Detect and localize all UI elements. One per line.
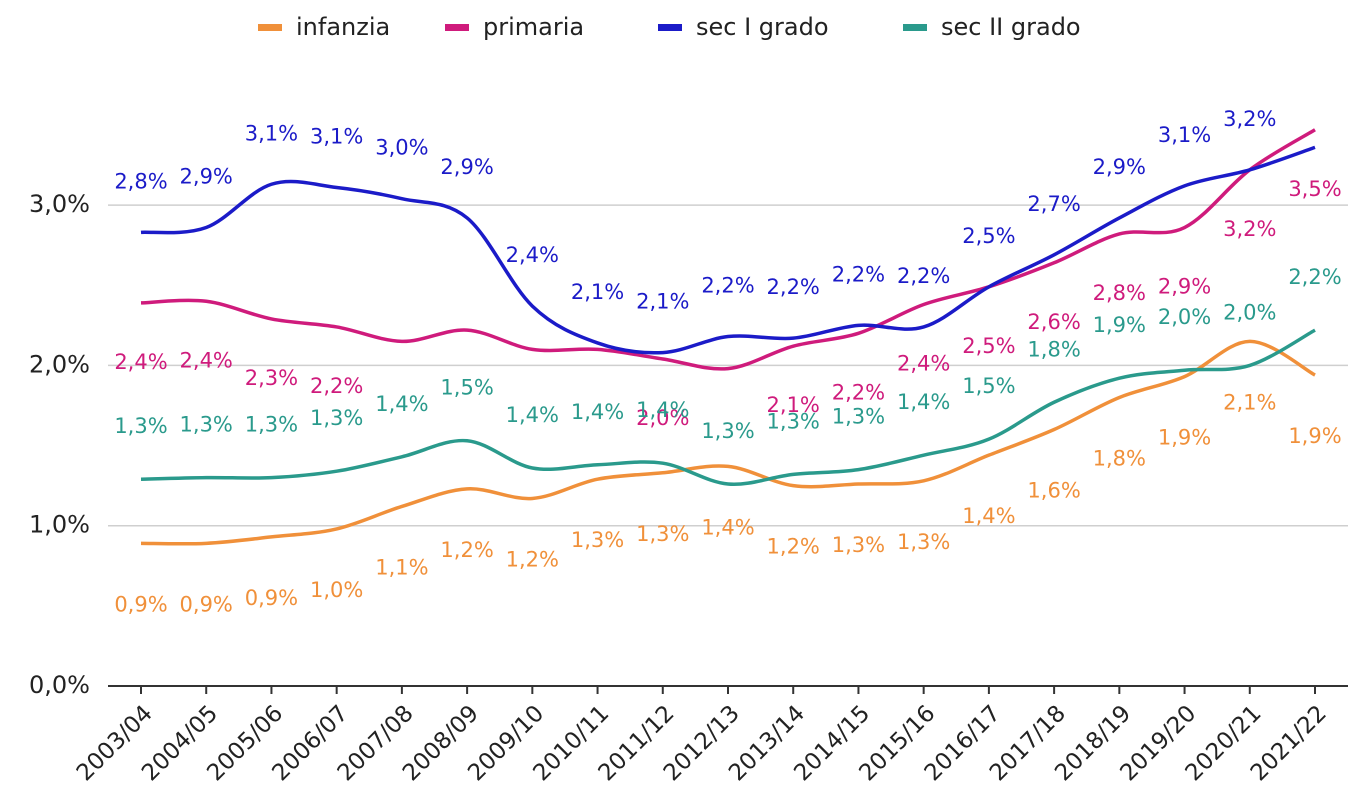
data-label: 1,4% xyxy=(636,398,689,422)
data-label: 2,2% xyxy=(832,380,885,404)
data-label: 1,4% xyxy=(375,392,428,416)
data-label: 2,9% xyxy=(1158,275,1211,299)
data-label: 2,9% xyxy=(1093,155,1146,179)
data-label: 2,9% xyxy=(440,155,493,179)
data-label: 2,2% xyxy=(310,374,363,398)
data-label: 1,9% xyxy=(1093,313,1146,337)
data-label: 1,4% xyxy=(962,504,1015,528)
data-label: 2,2% xyxy=(1288,265,1341,289)
y-tick-label: 2,0% xyxy=(29,350,90,378)
data-label: 2,3% xyxy=(245,366,298,390)
series-line xyxy=(140,328,1316,487)
data-label: 2,1% xyxy=(767,393,820,417)
y-tick-label: 0,0% xyxy=(29,671,90,699)
data-label: 2,2% xyxy=(897,264,950,288)
data-label: 2,4% xyxy=(180,348,233,372)
data-label: 1,3% xyxy=(571,528,624,552)
data-label: 2,6% xyxy=(1027,310,1080,334)
legend-swatch xyxy=(903,24,927,31)
data-label: 1,3% xyxy=(832,533,885,557)
data-label: 2,0% xyxy=(1223,300,1276,324)
legend-swatch xyxy=(445,24,469,31)
data-label: 3,1% xyxy=(310,124,363,148)
data-label: 2,2% xyxy=(767,275,820,299)
data-label: 1,8% xyxy=(1027,337,1080,361)
data-label: 1,3% xyxy=(636,522,689,546)
data-label: 1,3% xyxy=(767,409,820,433)
data-label: 1,4% xyxy=(701,515,754,539)
data-label: 2,2% xyxy=(832,262,885,286)
data-label: 1,4% xyxy=(897,390,950,414)
data-label: 1,8% xyxy=(1093,446,1146,470)
legend-label: primaria xyxy=(483,13,584,41)
legend-label: infanzia xyxy=(296,13,390,41)
data-label: 3,2% xyxy=(1223,217,1276,241)
data-label: 2,0% xyxy=(1158,305,1211,329)
data-label: 0,9% xyxy=(180,592,233,616)
data-label: 1,2% xyxy=(767,535,820,559)
y-tick-label: 1,0% xyxy=(29,511,90,539)
data-label: 3,0% xyxy=(375,136,428,160)
data-label: 2,4% xyxy=(506,243,559,267)
data-label: 1,1% xyxy=(375,555,428,579)
data-label: 1,4% xyxy=(506,403,559,427)
legend-swatch xyxy=(658,24,682,31)
legend-label: sec II grado xyxy=(941,13,1081,41)
data-label: 2,8% xyxy=(114,169,167,193)
data-label: 2,2% xyxy=(701,274,754,298)
series-line xyxy=(140,339,1316,546)
legend-swatch xyxy=(258,24,282,31)
data-label: 1,3% xyxy=(897,530,950,554)
data-label: 3,1% xyxy=(1158,123,1211,147)
data-label: 1,3% xyxy=(701,419,754,443)
data-label: 2,1% xyxy=(571,280,624,304)
data-label: 2,5% xyxy=(962,224,1015,248)
data-label: 2,7% xyxy=(1027,192,1080,216)
data-label: 0,9% xyxy=(245,586,298,610)
data-label: 1,2% xyxy=(506,547,559,571)
data-label: 3,2% xyxy=(1223,107,1276,131)
data-label: 1,9% xyxy=(1158,426,1211,450)
data-label: 1,4% xyxy=(571,400,624,424)
data-label: 0,9% xyxy=(114,592,167,616)
data-label: 2,0% xyxy=(636,406,689,430)
data-label: 1,2% xyxy=(440,538,493,562)
data-label: 2,1% xyxy=(1223,390,1276,414)
data-label: 1,5% xyxy=(440,376,493,400)
data-label: 2,9% xyxy=(180,165,233,189)
data-label: 2,4% xyxy=(114,350,167,374)
legend-label: sec I grado xyxy=(696,13,829,41)
data-label: 1,5% xyxy=(962,374,1015,398)
y-tick-label: 3,0% xyxy=(29,190,90,218)
data-label: 3,1% xyxy=(245,121,298,145)
data-label: 1,3% xyxy=(832,405,885,429)
data-label: 1,3% xyxy=(114,414,167,438)
series-line xyxy=(140,128,1316,371)
series-line xyxy=(140,145,1316,355)
data-label: 1,3% xyxy=(180,413,233,437)
data-label: 2,4% xyxy=(897,351,950,375)
data-label: 2,8% xyxy=(1093,281,1146,305)
data-label: 1,3% xyxy=(245,413,298,437)
data-label: 3,5% xyxy=(1288,177,1341,201)
data-label: 2,1% xyxy=(636,290,689,314)
data-label: 1,6% xyxy=(1027,479,1080,503)
data-label: 1,3% xyxy=(310,406,363,430)
data-label: 2,5% xyxy=(962,334,1015,358)
data-label: 1,9% xyxy=(1288,424,1341,448)
data-label: 1,0% xyxy=(310,578,363,602)
